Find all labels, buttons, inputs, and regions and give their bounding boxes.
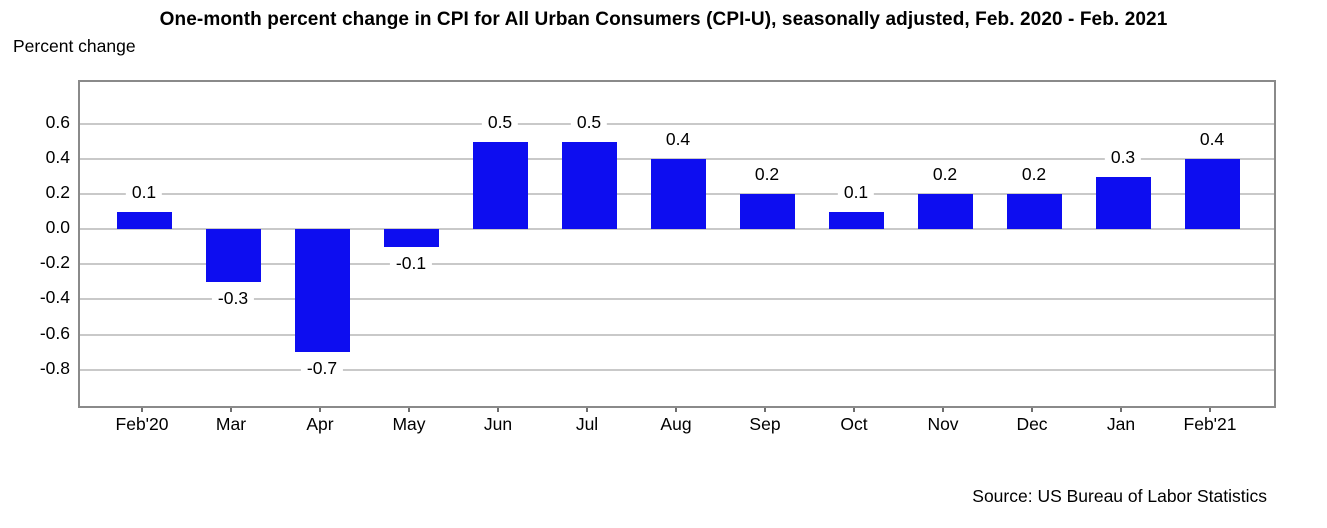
bar-value-label: 0.4: [659, 128, 697, 151]
x-tick-mark: [319, 408, 321, 412]
x-tick-mark: [853, 408, 855, 412]
x-tick-label: Mar: [215, 414, 247, 434]
bar-value-label: 0.1: [125, 180, 163, 203]
y-axis-title: Percent change: [13, 36, 136, 56]
x-tick-mark: [1031, 408, 1033, 412]
y-tick-label: -0.4: [39, 287, 70, 308]
bar-jan: [1095, 176, 1151, 230]
gridline: [80, 368, 1274, 371]
x-tick-mark: [942, 408, 944, 412]
x-tick-label: Jul: [575, 414, 599, 434]
bar-dec: [1006, 194, 1062, 230]
bar-apr: [294, 229, 350, 353]
gridline: [80, 333, 1274, 336]
bar-value-label: 0.2: [926, 163, 964, 186]
x-tick-mark: [230, 408, 232, 412]
bar-value-label: 0.1: [837, 180, 875, 203]
bar-sep: [739, 194, 795, 230]
y-tick-label: 0.0: [45, 217, 70, 238]
x-tick-mark: [1209, 408, 1211, 412]
gridline: [80, 298, 1274, 301]
y-tick-label: 0.4: [45, 147, 70, 168]
x-tick-label: Aug: [660, 414, 692, 434]
bar-value-label: 0.3: [1104, 145, 1142, 168]
y-tick-label: -0.2: [39, 252, 70, 273]
x-tick-label: Dec: [1016, 414, 1048, 434]
gridline: [80, 123, 1274, 126]
y-tick-label: -0.8: [39, 357, 70, 378]
x-tick-mark: [586, 408, 588, 412]
bar-value-label: -0.3: [211, 286, 255, 309]
bar-mar: [205, 229, 261, 282]
bar-jun: [472, 141, 528, 230]
gridline: [80, 228, 1274, 231]
x-tick-label: Sep: [749, 414, 781, 434]
y-tick-label: 0.2: [45, 182, 70, 203]
x-tick-mark: [141, 408, 143, 412]
bar-feb20: [116, 211, 172, 230]
x-tick-mark: [764, 408, 766, 412]
y-tick-label: -0.6: [39, 322, 70, 343]
x-tick-label: Oct: [840, 414, 868, 434]
x-tick-label: May: [392, 414, 426, 434]
bar-oct: [828, 211, 884, 230]
x-tick-label: Jun: [483, 414, 513, 434]
x-tick-mark: [675, 408, 677, 412]
bar-value-label: 0.2: [1015, 163, 1053, 186]
bar-nov: [917, 194, 973, 230]
x-tick-mark: [497, 408, 499, 412]
x-tick-label: Jan: [1106, 414, 1136, 434]
bar-feb21: [1184, 159, 1240, 230]
bar-value-label: 0.5: [481, 110, 519, 133]
bar-jul: [561, 141, 617, 230]
bar-value-label: -0.1: [389, 251, 433, 274]
source-note: Source: US Bureau of Labor Statistics: [972, 486, 1267, 506]
x-tick-label: Feb'21: [1183, 414, 1237, 434]
bar-aug: [650, 159, 706, 230]
plot-area: 0.1 -0.3 -0.7 -0.1 0.5 0.5 0.4 0.2 0.1 0.2 0.2 0.3 0…: [78, 80, 1276, 408]
y-tick-label: 0.6: [45, 112, 70, 133]
x-tick-label: Apr: [306, 414, 334, 434]
bar-value-label: -0.7: [300, 357, 344, 380]
bar-value-label: 0.4: [1193, 128, 1231, 151]
chart-title: One-month percent change in CPI for All …: [159, 9, 1168, 30]
bar-value-label: 0.2: [748, 163, 786, 186]
x-tick-label: Nov: [927, 414, 959, 434]
bar-may: [383, 229, 439, 247]
gridline: [80, 263, 1274, 266]
x-tick-mark: [408, 408, 410, 412]
x-tick-mark: [1120, 408, 1122, 412]
x-tick-label: Feb'20: [115, 414, 169, 434]
bar-value-label: 0.5: [570, 110, 608, 133]
